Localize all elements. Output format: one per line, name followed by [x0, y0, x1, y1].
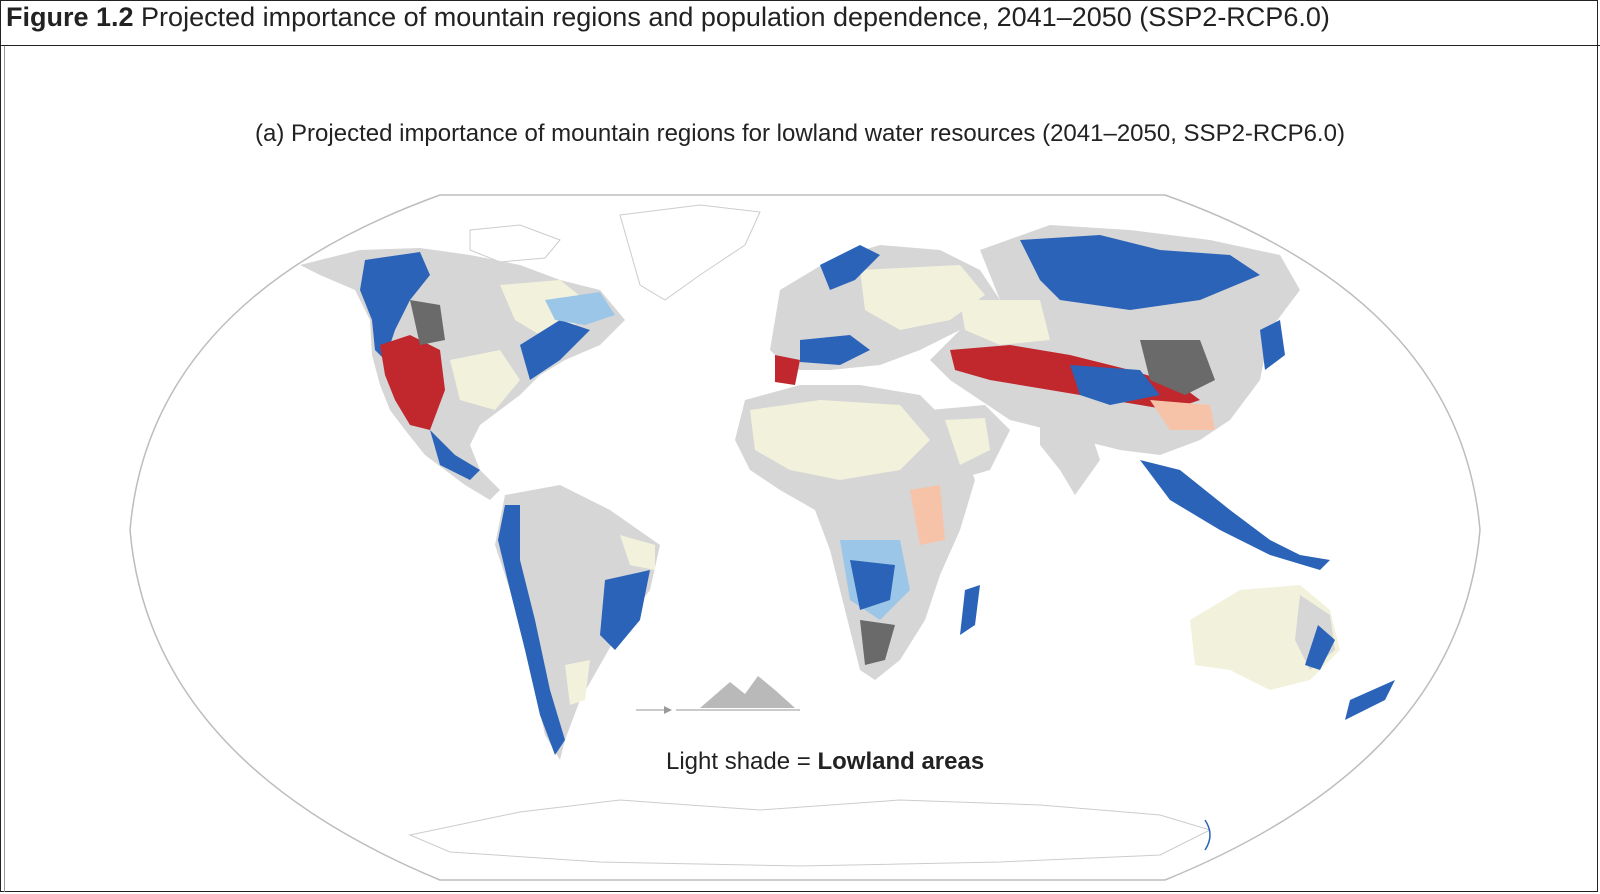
east-asia-pink [1150, 400, 1215, 430]
na-west-grey [410, 300, 445, 345]
central-asia-lowland [960, 300, 1050, 345]
legend-emphasis: Lowland areas [817, 748, 985, 775]
se-asia-blue [1140, 460, 1330, 570]
na-west-red [380, 335, 445, 430]
legend-text: Light shade = Lowland areas [666, 748, 984, 776]
africa-south-grey [860, 620, 895, 665]
india [1040, 420, 1100, 495]
antarctica [408, 799, 1212, 867]
sa-lowland [620, 535, 655, 570]
figure-title-text: Projected importance of mountain regions… [133, 2, 1330, 32]
panel-title: (a) Projected importance of mountain reg… [255, 120, 1345, 147]
africa-south-blue [850, 560, 895, 610]
iberia-red [775, 355, 800, 385]
alps-blue [800, 335, 870, 365]
figure-label: Figure 1.2 [6, 2, 134, 32]
siberia-blue [1020, 235, 1260, 310]
europe-lowland [860, 265, 985, 330]
antarctica-mark [1204, 819, 1211, 851]
lowland-legend-icon [636, 676, 800, 714]
figure-panel [4, 46, 1596, 892]
scandinavia-blue [820, 245, 880, 290]
china-grey [1140, 340, 1215, 395]
mexico-blue [430, 430, 480, 480]
japan-blue [1260, 320, 1285, 370]
na-west-blue [360, 252, 430, 360]
new-zealand [1345, 680, 1395, 720]
tibet-blue [1070, 365, 1160, 405]
na-east-lightblue [545, 292, 615, 325]
madagascar [960, 585, 980, 635]
na-lowland-south [450, 350, 520, 410]
greenland [619, 204, 761, 301]
africa-east-pink [910, 485, 945, 545]
arabia-lowland [945, 418, 990, 465]
sa-east-blue [600, 570, 650, 650]
figure-title: Figure 1.2 Projected importance of mount… [0, 0, 1600, 46]
sa-andes-blue [498, 505, 565, 755]
na-east-blue [520, 320, 590, 380]
arctic-islands [469, 224, 561, 263]
australia-east-blue [1305, 625, 1335, 670]
legend-prefix: Light shade = [666, 748, 818, 775]
sa-south-lowland [565, 660, 590, 705]
sahara-lowland [750, 400, 930, 480]
